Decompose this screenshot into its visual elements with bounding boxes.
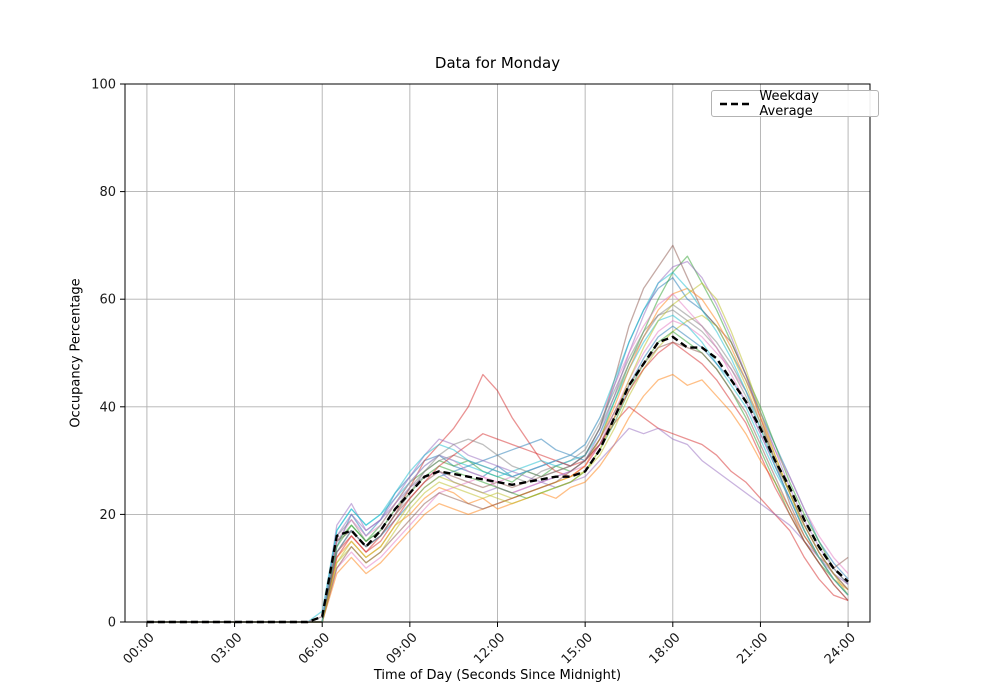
svg-text:00:00: 00:00 (121, 630, 158, 667)
svg-text:24:00: 24:00 (822, 630, 859, 667)
svg-text:0: 0 (108, 616, 116, 631)
legend: Weekday Average (711, 88, 879, 119)
svg-text:15:00: 15:00 (559, 630, 596, 667)
svg-text:18:00: 18:00 (647, 630, 684, 667)
svg-text:03:00: 03:00 (208, 630, 245, 667)
svg-text:12:00: 12:00 (471, 630, 508, 667)
svg-text:60: 60 (99, 293, 116, 308)
legend-dashed-line-icon (720, 102, 752, 105)
svg-text:20: 20 (99, 508, 116, 523)
svg-text:09:00: 09:00 (384, 630, 421, 667)
chart-title: Data for Monday (434, 54, 561, 72)
svg-text:21:00: 21:00 (734, 630, 771, 667)
svg-text:40: 40 (99, 400, 116, 415)
x-axis-label: Time of Day (Seconds Since Midnight) (373, 668, 622, 683)
svg-text:100: 100 (91, 78, 116, 93)
legend-label: Weekday Average (759, 88, 819, 119)
svg-text:80: 80 (99, 185, 116, 200)
svg-text:06:00: 06:00 (296, 630, 333, 667)
